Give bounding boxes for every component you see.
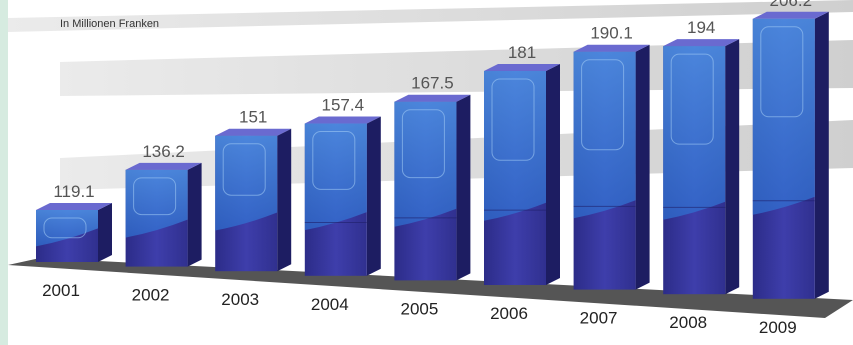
year-label-2009: 2009 <box>759 318 797 337</box>
bar-2005 <box>394 94 471 281</box>
unit-label: In Millionen Franken <box>60 18 159 30</box>
value-label-2005: 167.5 <box>411 74 454 93</box>
bar-glass <box>663 46 726 220</box>
value-label-2008: 194 <box>687 18 715 37</box>
bar-glass <box>125 169 188 238</box>
year-label-2005: 2005 <box>400 299 438 318</box>
bar-reflection <box>133 177 177 216</box>
bar-glass <box>215 135 278 231</box>
bar-2001 <box>36 203 112 262</box>
bar-reflection <box>222 143 266 196</box>
bar-side-face <box>546 63 560 285</box>
bar-glass <box>484 70 546 221</box>
bar-top-face <box>663 39 740 47</box>
bar-2006 <box>484 63 560 286</box>
bar-glass <box>304 123 367 231</box>
bar-2004 <box>304 116 381 276</box>
bar-2002 <box>125 162 202 267</box>
year-label-2004: 2004 <box>311 295 349 314</box>
bar-top-face <box>125 162 202 170</box>
background-band <box>60 40 853 96</box>
year-label-2003: 2003 <box>221 290 259 309</box>
bar-top-face <box>36 203 112 210</box>
value-label-2002: 136.2 <box>142 142 185 161</box>
year-labels-layer: 2001 2002 2003 2004 2005 2006 2007 2008 2009 <box>42 281 797 337</box>
year-label-2001: 2001 <box>42 281 80 300</box>
bar-reflection <box>312 131 356 190</box>
bar-glass <box>394 101 457 227</box>
bar-side-face <box>814 11 829 299</box>
bar-2009 <box>752 11 829 299</box>
bar-side-face <box>277 128 292 272</box>
bar-top-face <box>394 94 471 102</box>
bar-side-face <box>366 116 381 276</box>
year-label-2006: 2006 <box>490 304 528 323</box>
bar-2008 <box>663 39 740 295</box>
bar-reflection <box>401 109 445 179</box>
bar-side-face <box>187 162 202 267</box>
bar-reflection <box>581 59 625 151</box>
bar-reflection <box>491 78 535 161</box>
bar-side-face <box>635 44 650 290</box>
year-label-2008: 2008 <box>669 313 707 332</box>
bar-side-face <box>725 39 740 295</box>
value-labels-layer: 119.1 136.2 151 157.4 167.5 181 190.1 194 206.2 <box>53 0 812 201</box>
bar-reflection <box>760 26 804 118</box>
bar-top-face <box>752 11 829 19</box>
bar-top-face <box>573 44 650 52</box>
floor-plane <box>8 258 853 318</box>
bar-2003 <box>215 128 292 272</box>
bar-reflection <box>43 217 87 239</box>
value-label-2003: 151 <box>239 108 267 127</box>
bar-side-face <box>456 94 471 281</box>
bar-reflection <box>670 53 714 145</box>
value-label-2007: 190.1 <box>590 24 633 43</box>
value-label-2006: 181 <box>508 43 536 62</box>
bar-2007 <box>573 44 650 290</box>
year-label-2007: 2007 <box>580 309 618 328</box>
value-label-2001: 119.1 <box>53 182 94 201</box>
value-label-2009: 206.2 <box>770 0 813 10</box>
bar-top-face <box>484 63 560 71</box>
bar-top-face <box>304 116 381 124</box>
bars-layer <box>36 11 829 299</box>
value-label-2004: 157.4 <box>322 96 365 115</box>
year-label-2002: 2002 <box>132 286 170 305</box>
left-edge-strip <box>0 0 8 345</box>
background-band <box>8 0 853 32</box>
bar-glass <box>573 51 636 219</box>
bar-side-face <box>98 203 112 262</box>
bar-top-face <box>215 128 292 136</box>
